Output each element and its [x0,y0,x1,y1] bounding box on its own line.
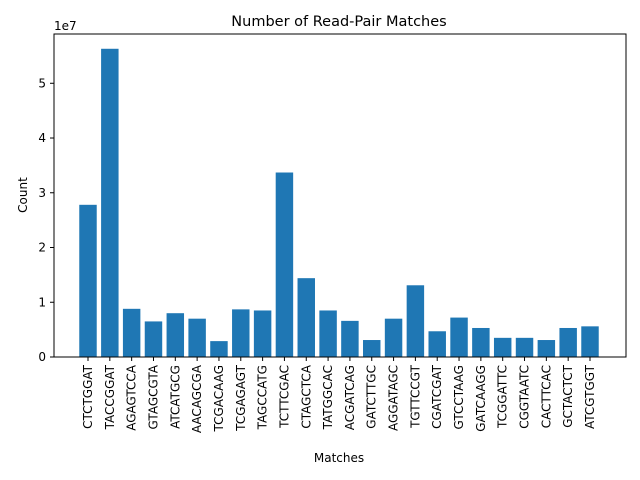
bar-gatcaagg [472,327,490,357]
x-tick-label: TATGGCAC [321,365,335,430]
y-tick-label: 0 [38,350,46,364]
bar-agagtcca [122,308,141,357]
x-tick-label: ATCGTGGT [583,364,597,429]
bar-tcgacaag [210,341,228,357]
bar-tcgagagt [232,309,250,357]
bar-gatcttgc [363,340,381,357]
x-tick-label: GTAGCGTA [146,364,160,429]
x-tick-label: AACAGCGA [190,364,204,433]
x-tick-label: TACCGGAT [103,364,117,430]
y-tick-label: 2 [38,241,46,255]
x-tick-label: CGATCGAT [430,364,444,429]
bar-tcttcgac [275,172,294,357]
x-tick-label: TGTTCCGT [408,364,422,429]
x-tick-label: ACGATCAG [343,365,357,430]
bar-cgatcgat [428,331,446,357]
bar-ctagctca [297,278,315,357]
bar-tatggcac [319,310,337,357]
bar-tagccatg [253,310,272,357]
x-tick-label: ATCATGCG [168,365,182,429]
x-tick-label: TCTTCGAC [277,365,291,429]
x-axis-ticks: CTCTGGAT TACCGGAT AGAGTCCA GTAGCGTA ATCATGCG… [81,357,597,433]
x-tick-label: TCGAGAGT [234,364,248,431]
bar-tcggattc [493,337,512,357]
y-axis-scale-label: 1e7 [54,19,77,33]
x-tick-label: AGAGTCCA [125,364,139,431]
y-axis-label: Count [16,177,30,213]
x-tick-label: GCTACTCT [561,364,575,427]
x-axis-label: Matches [314,451,364,465]
bar-taccggat [101,48,119,357]
bars-group [79,48,599,357]
x-tick-label: AGGATAGC [387,365,401,431]
bar-acgatcag [341,320,359,357]
x-tick-label: TCGGATTC [496,365,510,429]
bar-atcgtggt [581,326,599,357]
bar-aacagcga [188,318,206,357]
bar-tgttccgt [406,285,425,357]
bar-gtcctaag [450,317,468,357]
bar-atcatgcg [166,313,185,357]
x-tick-label: GTCCTAAG [452,365,466,430]
x-tick-label: TCGACAAG [212,365,226,433]
x-tick-label: CTAGCTCA [299,364,313,428]
x-tick-label: GATCAAGG [474,365,488,432]
x-tick-label: GATCTTGC [365,365,379,429]
plot-frame [53,33,627,358]
bar-cacttcac [537,340,556,357]
bar-ctctggat [79,204,97,357]
bar-gtagcgta [144,321,163,357]
y-tick-label: 3 [38,186,46,200]
x-tick-label: CACTTCAC [539,365,553,428]
x-tick-label: CTCTGGAT [81,364,95,429]
y-tick-label: 1 [38,295,46,309]
x-tick-label: TAGCCATG [256,365,270,430]
bar-gctactct [559,327,577,357]
chart-title: Number of Read-Pair Matches [231,14,446,30]
bar-aggatagc [384,318,403,357]
x-tick-label: CGGTAATC [518,365,532,429]
y-tick-label: 4 [38,131,46,145]
bar-cggtaatc [515,337,534,357]
y-axis-ticks: 0 1 2 3 4 5 [38,76,54,364]
y-tick-label: 5 [38,76,46,90]
